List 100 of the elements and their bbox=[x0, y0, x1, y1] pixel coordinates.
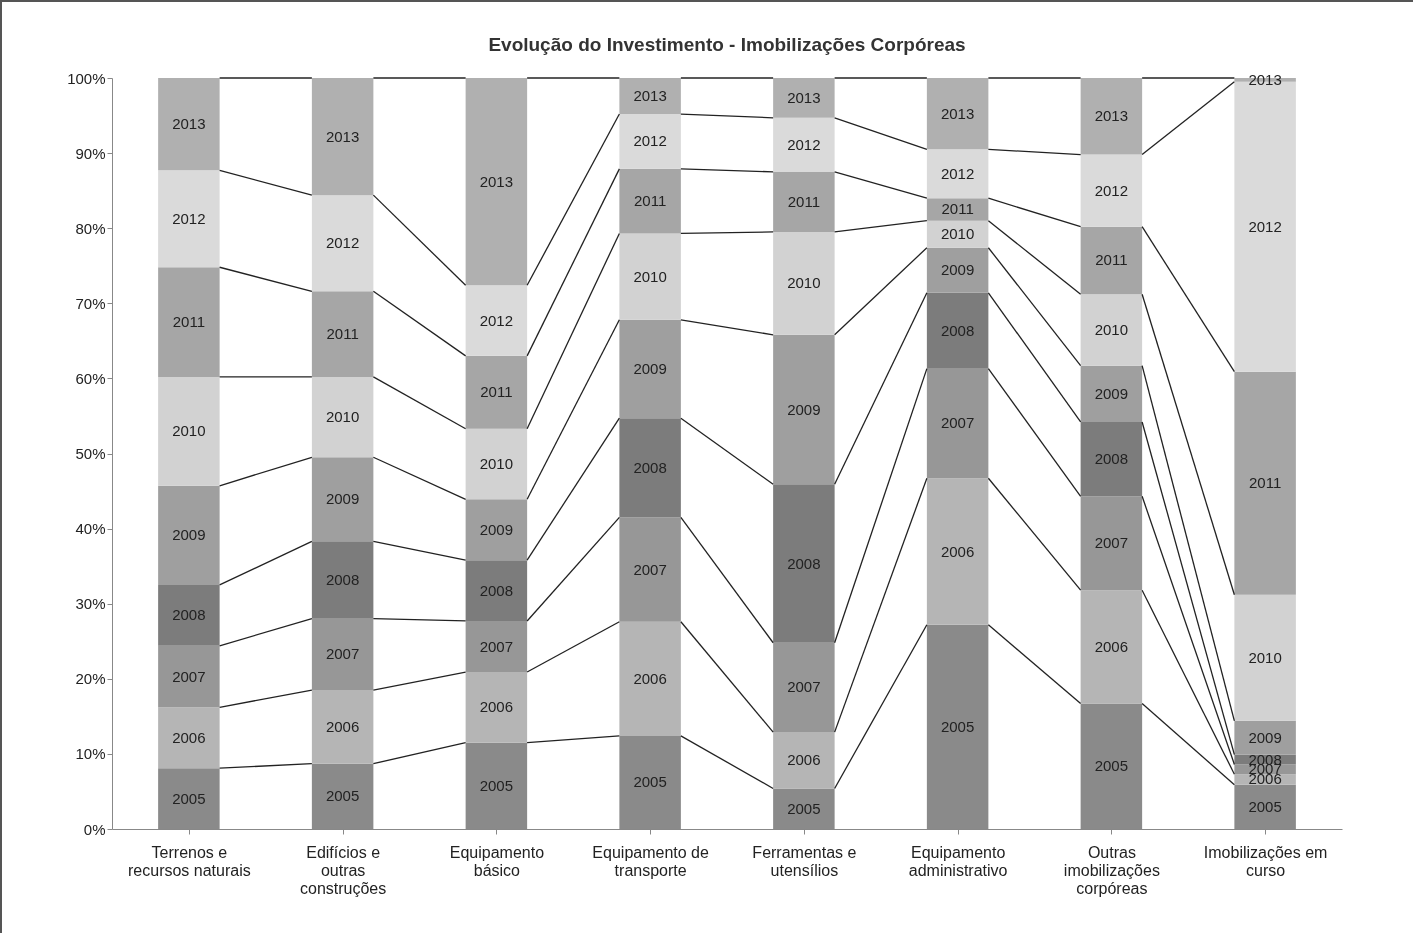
text: 2009 bbox=[787, 400, 821, 418]
x-tick-label: Imobilizações em curso bbox=[1203, 843, 1328, 879]
y-tick-label: 20% bbox=[75, 670, 106, 688]
bar bbox=[311, 541, 374, 619]
x-tick-label: Equipamento de transporte bbox=[592, 843, 709, 879]
y-tick-label: 70% bbox=[75, 294, 106, 312]
text: 2006 bbox=[325, 717, 360, 735]
bar bbox=[926, 78, 989, 150]
y-tick-label: 50% bbox=[75, 445, 106, 462]
bar bbox=[1080, 365, 1143, 422]
bar bbox=[926, 149, 989, 199]
bar bbox=[773, 642, 835, 733]
bar bbox=[311, 78, 374, 196]
text: 2011 bbox=[633, 192, 667, 210]
bar bbox=[158, 78, 220, 171]
y-tick-label: 90% bbox=[75, 144, 106, 162]
bar bbox=[158, 485, 220, 585]
text: 2012 bbox=[172, 209, 206, 227]
bar bbox=[926, 478, 989, 625]
text: 2007 bbox=[633, 560, 667, 578]
text: 2005 bbox=[172, 789, 206, 807]
bar bbox=[465, 672, 528, 743]
text: 2008 bbox=[172, 606, 206, 624]
bar bbox=[926, 198, 989, 221]
text: 2005 bbox=[633, 773, 667, 791]
bar bbox=[773, 334, 835, 485]
text: 2011 bbox=[1095, 251, 1128, 269]
bar bbox=[158, 376, 220, 486]
text: 2008 bbox=[787, 554, 821, 572]
text: 2010 bbox=[325, 408, 360, 426]
text: 2007 bbox=[325, 645, 360, 663]
bar bbox=[1234, 720, 1296, 755]
bar bbox=[465, 560, 528, 621]
text: 2013 bbox=[787, 88, 821, 106]
text: 2007 bbox=[479, 637, 514, 655]
text: 2012 bbox=[479, 311, 514, 329]
text: 2006 bbox=[1094, 637, 1129, 655]
bar bbox=[158, 707, 220, 769]
bar bbox=[465, 620, 528, 673]
text: 2009 bbox=[172, 526, 206, 544]
text: 2011 bbox=[787, 192, 821, 210]
bar bbox=[773, 117, 835, 172]
bar bbox=[311, 690, 374, 764]
x-tick-label: Equipamento administrativo bbox=[908, 843, 1008, 879]
bar bbox=[1080, 496, 1143, 591]
bar bbox=[773, 484, 835, 643]
text: 2011 bbox=[1248, 474, 1282, 492]
bar bbox=[465, 78, 528, 286]
series-label: 2009 bbox=[1248, 728, 1282, 746]
y-tick-label: 60% bbox=[75, 369, 106, 387]
bar bbox=[311, 195, 374, 292]
text: 2013 bbox=[940, 104, 975, 122]
text: 2006 bbox=[787, 751, 821, 769]
text: 2008 bbox=[940, 321, 975, 339]
text: 2012 bbox=[1248, 217, 1282, 235]
text: 2010 bbox=[479, 455, 514, 473]
text: 2010 bbox=[1248, 648, 1282, 666]
bar bbox=[1080, 78, 1143, 155]
bar bbox=[465, 428, 528, 500]
text: 2006 bbox=[940, 542, 975, 560]
text: 2008 bbox=[1094, 450, 1129, 468]
bar bbox=[158, 267, 220, 377]
text: 2006 bbox=[172, 728, 206, 746]
bar bbox=[158, 645, 220, 708]
bar bbox=[1080, 421, 1143, 497]
text: 2009 bbox=[1094, 384, 1129, 402]
bar bbox=[926, 368, 989, 479]
text: 2005 bbox=[325, 787, 360, 805]
bar bbox=[619, 517, 681, 622]
bar bbox=[1080, 294, 1143, 366]
bar bbox=[619, 233, 681, 320]
text: 2008 bbox=[633, 458, 667, 476]
bar bbox=[773, 231, 835, 335]
bar bbox=[311, 457, 374, 542]
series-label: 2011 bbox=[941, 200, 974, 218]
text: 2012 bbox=[787, 135, 821, 153]
bar bbox=[1234, 594, 1296, 721]
bar bbox=[926, 247, 989, 293]
x-tick-label: Edifícios e outras construções bbox=[299, 843, 387, 897]
bar bbox=[311, 618, 374, 691]
y-tick-label: 0% bbox=[83, 820, 106, 838]
text: 2005 bbox=[1094, 757, 1129, 775]
bar bbox=[158, 584, 220, 646]
bar bbox=[1080, 226, 1143, 295]
bar bbox=[158, 170, 220, 268]
bar bbox=[619, 114, 681, 169]
text: 2008 bbox=[325, 571, 360, 589]
bar bbox=[773, 171, 835, 232]
text: 2010 bbox=[787, 274, 821, 292]
text: 2011 bbox=[172, 313, 206, 331]
text: 2013 bbox=[633, 87, 667, 105]
bar bbox=[1234, 371, 1296, 595]
text: 2012 bbox=[633, 132, 667, 150]
text: 2013 bbox=[1094, 107, 1129, 125]
bar bbox=[465, 285, 528, 356]
bar bbox=[465, 499, 528, 561]
x-tick-label: Equipamento básico bbox=[449, 843, 545, 879]
text: 2013 bbox=[479, 172, 514, 190]
text: 2009 bbox=[940, 261, 975, 279]
text: 2006 bbox=[479, 698, 514, 716]
